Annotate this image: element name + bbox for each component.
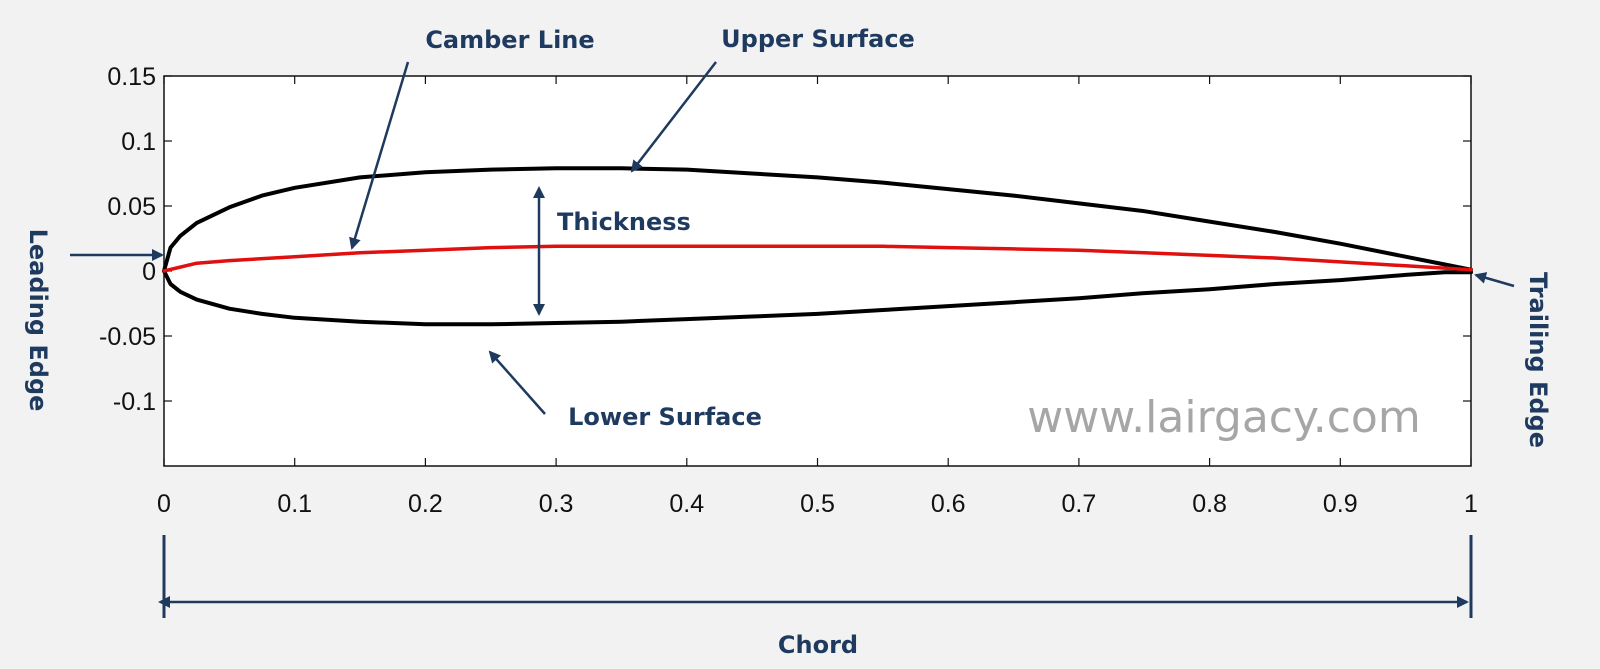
camber-curve <box>162 244 1473 273</box>
y-tick-label: 0.1 <box>121 128 156 156</box>
x-tick-label: 0 <box>157 490 171 518</box>
upper-surface-label: Upper Surface <box>721 25 915 53</box>
upper-curve <box>162 166 1473 273</box>
plot-area <box>163 75 1472 467</box>
leading-edge-annotation: Leading Edge <box>24 229 164 412</box>
camber-line-arrow <box>349 61 410 250</box>
y-tick-label: 0 <box>142 258 156 286</box>
watermark: www.lairgacy.com <box>1027 392 1420 443</box>
x-tick-label: 0.6 <box>931 490 966 518</box>
x-tick-label: 0.4 <box>669 490 704 518</box>
x-tick-label: 0.1 <box>277 490 312 518</box>
lower-curve <box>162 269 1473 327</box>
y-axis-ticks: 0.15 0.1 0.05 0 -0.05 -0.1 <box>99 63 1471 416</box>
lower-surface-annotation: Lower Surface <box>488 350 762 431</box>
y-tick-label: -0.05 <box>99 323 156 351</box>
thickness-annotation: Thickness <box>533 186 691 316</box>
lower-surface-arrow <box>488 350 546 415</box>
x-tick-label: 0.8 <box>1192 490 1227 518</box>
x-tick-label: 0.5 <box>800 490 835 518</box>
upper-surface-arrow <box>630 61 717 173</box>
upper-surface-annotation: Upper Surface <box>630 25 915 173</box>
chord-label: Chord <box>778 631 858 659</box>
x-tick-label: 0.7 <box>1062 490 1097 518</box>
lower-surface-label: Lower Surface <box>568 403 762 431</box>
camber-line-label: Camber Line <box>425 26 594 54</box>
y-tick-label: -0.1 <box>113 388 156 416</box>
camber-line-annotation: Camber Line <box>349 26 595 250</box>
chord-annotation: Chord <box>158 535 1473 659</box>
y-tick-label: 0.15 <box>107 63 156 91</box>
y-tick-label: 0.05 <box>107 193 156 221</box>
x-tick-label: 0.9 <box>1323 490 1358 518</box>
thickness-label: Thickness <box>557 208 691 236</box>
trailing-edge-label: Trailing Edge <box>1524 272 1552 448</box>
leading-edge-label: Leading Edge <box>24 229 52 412</box>
trailing-edge-annotation: Trailing Edge <box>1474 272 1552 448</box>
trailing-edge-arrow <box>1474 272 1515 288</box>
airfoil-curves <box>162 166 1473 327</box>
x-tick-label: 1 <box>1464 490 1478 518</box>
x-axis-ticks: 0 0.1 0.2 0.3 0.4 0.5 0.6 0.7 0.8 0.9 1 <box>157 76 1478 518</box>
x-tick-label: 0.3 <box>539 490 574 518</box>
x-tick-label: 0.2 <box>408 490 443 518</box>
